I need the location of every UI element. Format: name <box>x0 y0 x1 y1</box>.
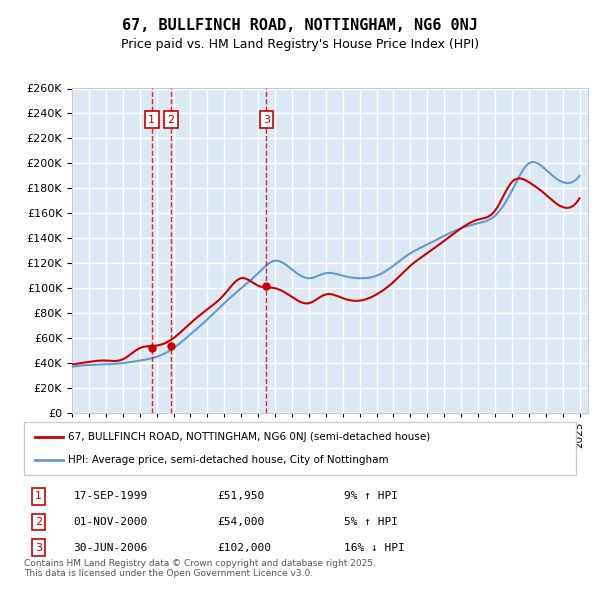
Text: 67, BULLFINCH ROAD, NOTTINGHAM, NG6 0NJ: 67, BULLFINCH ROAD, NOTTINGHAM, NG6 0NJ <box>122 18 478 32</box>
Text: 3: 3 <box>263 114 270 124</box>
Text: HPI: Average price, semi-detached house, City of Nottingham: HPI: Average price, semi-detached house,… <box>68 455 389 465</box>
Text: 2: 2 <box>35 517 42 527</box>
Text: £51,950: £51,950 <box>217 491 265 502</box>
Text: Contains HM Land Registry data © Crown copyright and database right 2025.
This d: Contains HM Land Registry data © Crown c… <box>24 559 376 578</box>
Text: 01-NOV-2000: 01-NOV-2000 <box>74 517 148 527</box>
Text: £54,000: £54,000 <box>217 517 265 527</box>
Text: 16% ↓ HPI: 16% ↓ HPI <box>344 543 405 553</box>
Text: 1: 1 <box>35 491 42 502</box>
Text: 3: 3 <box>35 543 42 553</box>
Text: 9% ↑ HPI: 9% ↑ HPI <box>344 491 398 502</box>
Text: Price paid vs. HM Land Registry's House Price Index (HPI): Price paid vs. HM Land Registry's House … <box>121 38 479 51</box>
Text: 17-SEP-1999: 17-SEP-1999 <box>74 491 148 502</box>
Text: 5% ↑ HPI: 5% ↑ HPI <box>344 517 398 527</box>
Text: 2: 2 <box>167 114 174 124</box>
FancyBboxPatch shape <box>24 422 576 475</box>
Text: £102,000: £102,000 <box>217 543 271 553</box>
Text: 1: 1 <box>148 114 155 124</box>
Text: 30-JUN-2006: 30-JUN-2006 <box>74 543 148 553</box>
Text: 67, BULLFINCH ROAD, NOTTINGHAM, NG6 0NJ (semi-detached house): 67, BULLFINCH ROAD, NOTTINGHAM, NG6 0NJ … <box>68 432 430 442</box>
